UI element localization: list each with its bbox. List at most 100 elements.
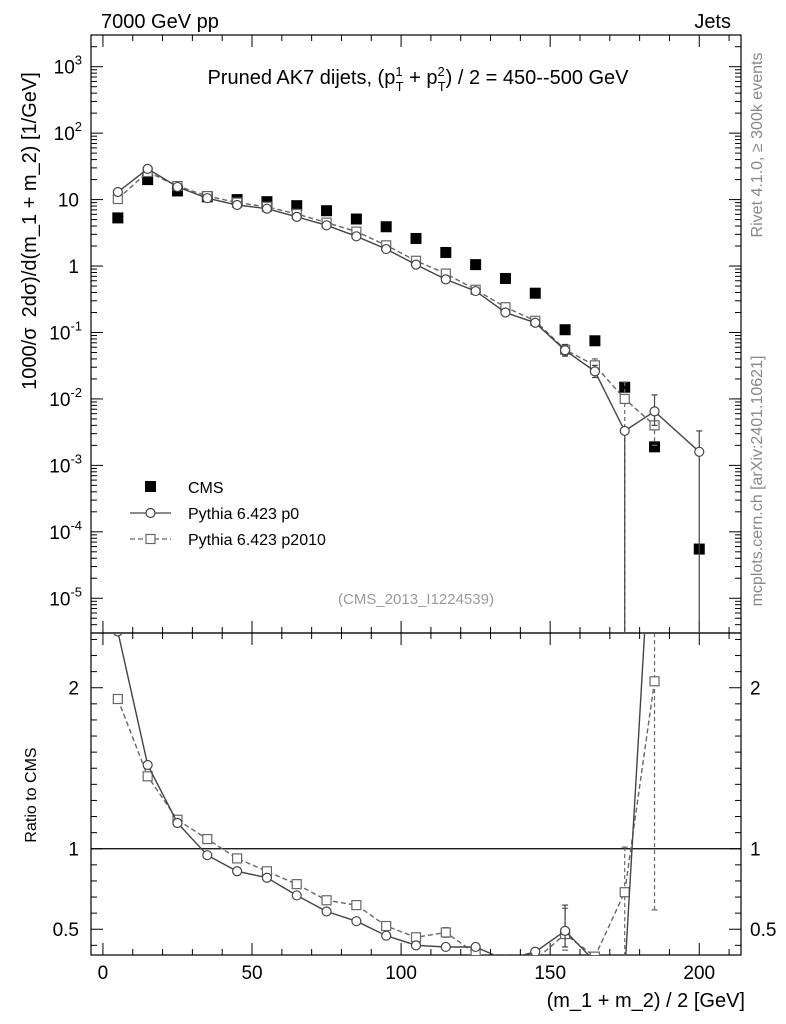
ratio-p0-point [142,759,153,771]
ratio-y-tick-label-right: 0.5 [750,920,776,941]
y-tick-label-exponent: 2 [75,119,82,134]
ratio-p0-point [113,634,123,637]
y-tick-label-base: 10 [54,58,75,79]
ratio-p0-point [202,850,213,861]
ratio-p0-point [590,957,599,966]
ratio-p2010-point [649,676,660,687]
title-sub-1: T [396,79,404,94]
ratio-p0-point [503,954,508,955]
cms-data-point [440,246,452,258]
y-tick-label: 10-4 [49,518,82,544]
ratio-p2010-point [501,959,510,968]
p0-line [117,168,700,453]
cms-data-point [559,324,571,336]
cms-data-point [499,272,511,284]
ratio-p0-point [530,946,541,955]
ratio-y-tick-label-left: 1 [68,840,79,861]
cms-data-point [142,174,154,186]
p0-point [142,163,153,174]
cms-data-point [410,232,422,244]
rivet-label: Rivet 4.1.0, ≥ 300k events [749,53,766,238]
cms-data-point [321,205,333,217]
y-tick-label: 1 [68,257,79,278]
ratio-tick-labels: 0.5 0.5 1 1 2 2 [53,679,777,942]
x-tick-label: 200 [683,963,715,984]
cms-data-point [112,212,124,224]
p0-point [261,203,273,214]
x-tick-label: 50 [241,963,262,984]
p0-point [559,345,571,356]
ratio-p2010-point [321,895,332,906]
ratio-p2010-point [112,693,123,705]
p2010-line [117,171,655,426]
p0-point [694,446,705,457]
y-label-part-a: 1000/σ [19,327,41,390]
title-suffix: ) / 2 = 450--500 GeV [446,67,630,89]
p0-point [500,307,511,318]
y-tick-label-base: 10 [49,523,70,544]
ratio-p2010-point [351,899,362,911]
main-y-axis-label: 1000/σ 2dσ)/d(m_1 + m_2) [1/GeV] [19,72,41,390]
main-plot-series [112,163,705,633]
p0-point [649,406,660,417]
p0-point [202,193,213,204]
cms-data-point [350,213,362,225]
y-tick-label: 10-2 [49,385,82,411]
x-tick-label: 0 [98,963,109,984]
p0-point [291,211,302,222]
p0-point [619,425,630,437]
legend-label-p2010: Pythia 6.423 p2010 [188,532,326,549]
legend-marker-p2010 [145,533,156,545]
ratio-p2010-point [232,853,243,864]
x-tick-labels: 0 50 100 150 200 [98,963,715,984]
ratio-p0-point [440,941,451,953]
p0-point [381,243,392,255]
main-axis-ticks [91,34,741,634]
ratio-plot-series [112,458,660,979]
header-left: 7000 GeV pp [101,11,219,33]
y-tick-label: 10-3 [49,451,82,477]
ratio-p2010-point [619,887,630,898]
y-tick-label-base: 10 [54,124,75,145]
ratio-p2010-point [142,771,153,782]
p0-point [321,220,332,231]
title-sub-2: T [438,79,446,94]
ratio-p0-point [291,890,302,901]
title-sup-1: 1 [395,64,402,79]
x-tick-label: 150 [534,963,566,984]
ratio-y-axis-label: Ratio to CMS [23,747,40,842]
y-tick-label: 10-5 [49,584,82,610]
legend: CMS Pythia 6.423 p0 Pythia 6.423 p2010 [130,480,326,549]
ratio-p0-point [381,930,392,941]
ratio-p0-point [261,872,273,883]
y-tick-label-exponent: -4 [70,518,82,533]
legend-label-cms: CMS [188,480,224,497]
p0-point [351,231,362,242]
y-label-part-b: 2dσ)/d(m_1 + m_2) [1/GeV] [19,72,41,317]
legend-marker-cms [145,481,156,492]
y-tick-label: 10 [58,191,79,212]
main-plot-title: Pruned AK7 dijets, (p1 T + p2 T) / 2 = 450… [207,64,629,94]
ratio-p2010-point [381,920,392,932]
ratio-p0-point [559,925,571,936]
y-tick-label-exponent: -5 [70,584,82,599]
ratio-p2010-line [117,681,656,955]
p0-point [470,285,481,297]
ratio-p0-point [620,970,629,979]
y-tick-label: 103 [54,53,82,79]
cms-data-point [619,381,631,393]
p0-point [530,317,541,328]
ratio-p0-point [172,817,183,829]
p0-point [172,181,183,193]
y-tick-label-base: 10 [49,456,70,477]
analysis-watermark: (CMS_2013_I1224539) [338,591,494,608]
ratio-axis-ticks [91,633,741,955]
y-tick-label-exponent: 3 [75,53,82,68]
p2010-point [619,393,630,405]
legend-label-p0: Pythia 6.423 p0 [188,506,299,523]
ratio-p0-point [650,458,659,467]
cms-data-point [589,335,601,347]
ratio-p0-point [232,866,243,877]
